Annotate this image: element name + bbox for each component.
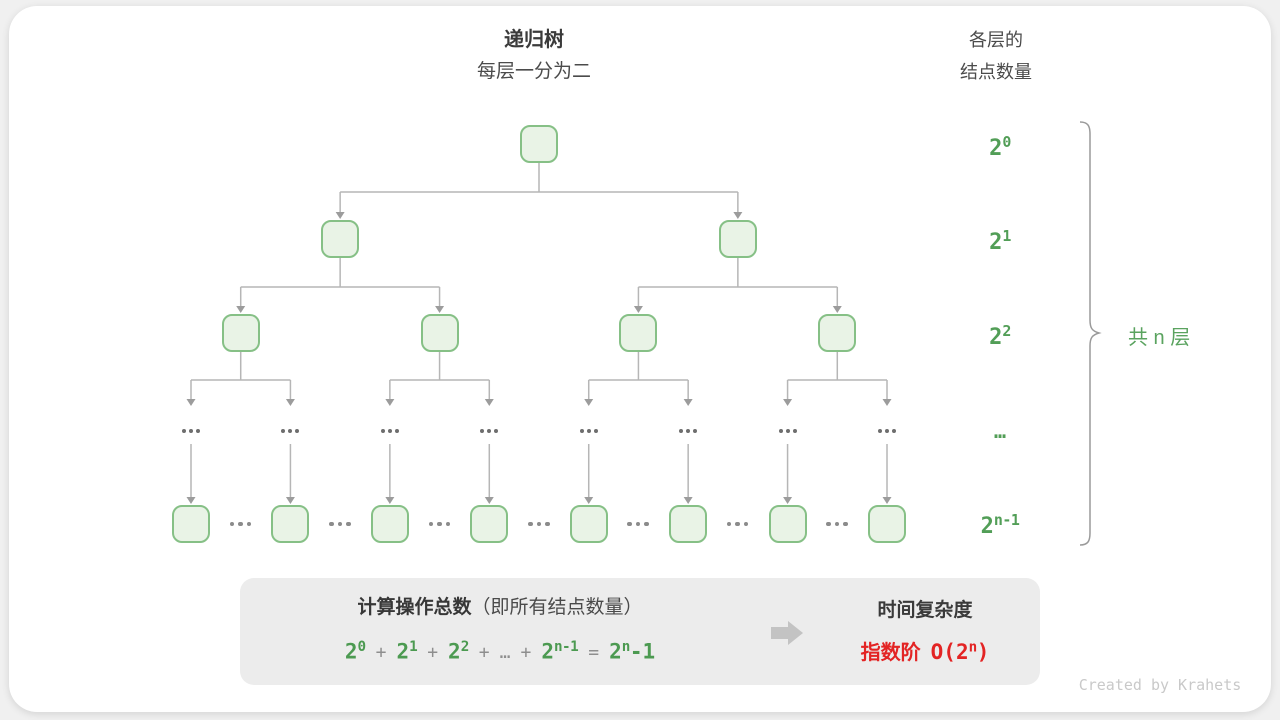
tree-node [569,505,608,543]
tree-node [370,505,409,543]
summary-title-strong: 计算操作总数 [357,597,472,618]
formula-operator: = [588,642,600,664]
ellipsis-dots [824,521,850,526]
summary-box [240,578,1040,685]
tree-node [321,220,360,258]
formula-operator: + [427,642,439,664]
formula-term: 2n-1 [541,639,579,664]
complexity-class-label: 指数阶 [860,642,921,665]
formula-operator: + [520,642,532,664]
right-header-line2: 结点数量 [960,62,1032,82]
ellipsis-dots [181,428,202,433]
ellipsis-dots [379,428,400,433]
tree-node [271,505,310,543]
summary-title-note: （即所有结点数量） [471,597,643,618]
ellipsis-dots [678,428,699,433]
node-count-formula: 20 +21 +22 + … +2n-1 = 2n-1 [250,630,750,671]
tree-node [619,314,658,352]
tree-node [768,505,807,543]
diagram-subtitle: 每层一分为二 [476,61,591,82]
formula-term: 2n-1 [609,639,656,664]
total-layers-label: 共 n 层 [1128,327,1191,349]
ellipsis-dots [228,521,254,526]
formula-term: 22 [448,639,469,664]
tree-node [669,505,708,543]
big-o-notation: O(2n) [930,640,990,665]
formula-operator: + [478,642,490,664]
level-count-label: 21 [989,227,1011,255]
tree-node [172,505,210,543]
tree-node [470,505,509,543]
tree-node [420,314,459,352]
ellipsis-dots [427,521,453,526]
ellipsis-dots [877,428,898,433]
level-count-label: 20 [989,133,1011,161]
diagram-title: 递归树 [504,29,564,51]
ellipsis-dots [725,521,751,526]
ellipsis-dots [479,428,500,433]
ellipsis-dots [625,521,651,526]
tree-node [221,314,260,352]
tree-node [520,125,558,163]
credit-text: Created by Krahets [1078,676,1242,694]
ellipsis-dots [526,521,552,526]
ellipsis-dots [578,428,599,433]
tree-node [868,505,906,543]
level-count-label: … [993,419,1007,443]
summary-title: 计算操作总数（即所有结点数量） [250,592,750,619]
ellipsis-dots [777,428,798,433]
formula-term: 21 [396,639,418,664]
ellipsis-dots [327,521,353,526]
time-complexity-title: 时间复杂度 [877,600,973,621]
ellipsis-dots [280,428,301,433]
formula-operator: … [499,642,511,664]
tree-node [718,220,757,258]
time-complexity-value: 指数阶 O(2n) [815,632,1035,671]
formula-operator: + [375,642,387,664]
right-header-line1: 各层的 [969,30,1023,50]
level-count-label: 2n-1 [980,511,1020,539]
level-count-label: 22 [989,322,1011,350]
tree-node [818,314,857,352]
formula-term: 20 [344,639,366,664]
